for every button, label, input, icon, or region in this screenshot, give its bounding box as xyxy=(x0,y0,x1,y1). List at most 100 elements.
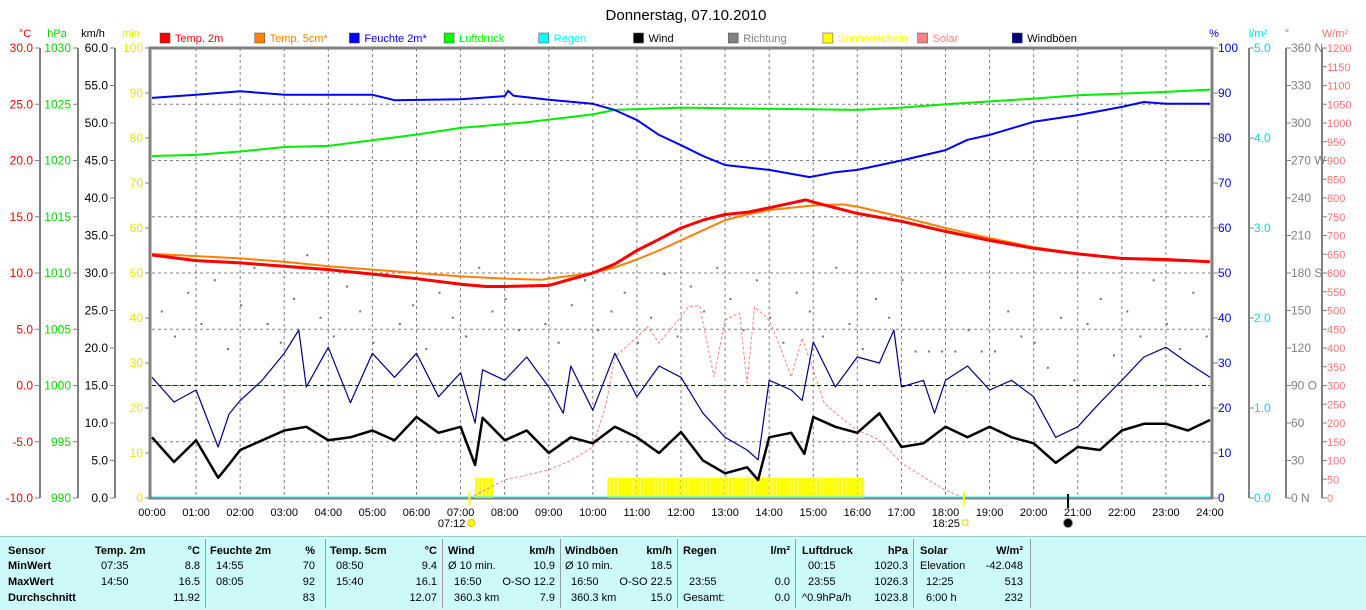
x-tick-label: 02:00 xyxy=(226,507,254,519)
sunshine-bar xyxy=(666,477,670,498)
solar-line xyxy=(469,305,965,499)
axis-tick-label-direction: 210 xyxy=(1291,229,1311,243)
legend-swatch xyxy=(349,32,360,44)
axis-tick-label-solar: 1150 xyxy=(1327,62,1351,74)
sunshine-bar xyxy=(732,477,736,498)
pressure-line xyxy=(151,88,1211,157)
table-cell-value: 18.5 xyxy=(650,560,672,572)
gusts-line xyxy=(151,329,1211,461)
axis-tick-label-pressure: 995 xyxy=(51,435,71,449)
axis-tick-label-direction: 300 xyxy=(1291,116,1311,130)
table-cell-value: 15.0 xyxy=(650,592,672,604)
x-tick-label: 24:00 xyxy=(1196,507,1224,519)
axis-tick-label-wind: 15.0 xyxy=(85,379,109,393)
axis-tick-label-pressure: 1005 xyxy=(44,322,71,336)
direction-point xyxy=(650,316,653,319)
table-cell-time: 16:50 xyxy=(454,576,482,588)
table-cell-value: 232 xyxy=(1004,592,1023,604)
direction-point xyxy=(213,279,216,282)
table-cell-time: 14:55 xyxy=(216,560,244,572)
x-tick-label: 17:00 xyxy=(888,507,916,519)
axis-tick-label-humidity: 0 xyxy=(1218,491,1225,505)
axis-tick-label-rain: 5.0 xyxy=(1254,41,1271,55)
sunshine-bar xyxy=(633,477,637,498)
temp-2m-line xyxy=(151,198,1211,288)
legend-swatch xyxy=(727,32,739,44)
axis-tick-label-solar: 1100 xyxy=(1327,81,1351,93)
axis-unit-sun_min: min xyxy=(122,28,140,40)
legend-label: Regen xyxy=(554,33,586,45)
legend-swatch xyxy=(1012,32,1023,44)
sunshine-bar xyxy=(622,477,626,498)
axis-tick-label-wind: 25.0 xyxy=(85,304,109,318)
axes: °C -10.0 -5.0 0.0 5.0 10.0 15.0 20.0 25.0 30.0 hPa… xyxy=(6,28,1352,505)
sunshine-bar xyxy=(647,477,652,498)
x-tick-label: 20:00 xyxy=(1020,507,1048,519)
direction-point xyxy=(504,298,507,300)
direction-point xyxy=(755,279,758,282)
axis-tick-label-rain: 2.0 xyxy=(1254,311,1271,325)
direction-point xyxy=(451,316,454,319)
axis-tick-label-direction: 330 xyxy=(1291,79,1311,93)
axis-tick-label-solar: 900 xyxy=(1327,156,1345,168)
sunshine-bar xyxy=(614,477,619,498)
table-cell-time: 16:50 xyxy=(571,576,599,588)
sunshine-bar xyxy=(750,477,754,498)
axis-tick-label-solar: 0 xyxy=(1327,493,1333,505)
direction-point xyxy=(742,329,745,332)
sunshine-bar xyxy=(787,477,791,498)
x-tick-label: 21:00 xyxy=(1064,507,1092,519)
sunshine-bar xyxy=(611,477,615,498)
table-cell-time: ^0.9hPa/h xyxy=(802,592,852,604)
table-header: Feuchte 2m xyxy=(210,545,272,557)
moon-icon xyxy=(1063,518,1074,528)
direction-point xyxy=(1205,335,1208,338)
sunshine-bar xyxy=(644,477,648,498)
legend-label: Luftdruck xyxy=(459,33,505,45)
table-unit: km/h xyxy=(646,545,672,557)
table-unit: °C xyxy=(187,545,200,557)
axis-tick-label-temp: 5.0 xyxy=(16,322,33,336)
sunshine-bar xyxy=(769,477,773,498)
axis-tick-label-pressure: 990 xyxy=(51,491,71,505)
direction-point xyxy=(835,266,838,269)
direction-point xyxy=(1113,354,1116,357)
x-tick-label: 00:00 xyxy=(138,507,166,519)
sunshine-bar xyxy=(739,477,743,498)
axis-unit-humidity: % xyxy=(1209,28,1219,40)
table-cell-value: 92 xyxy=(302,576,315,588)
table-header: Temp. 2m xyxy=(95,545,146,557)
direction-point xyxy=(1060,316,1063,319)
sunshine-bar xyxy=(794,477,799,498)
sunshine-bar xyxy=(688,477,692,498)
axis-tick-label-temp: 30.0 xyxy=(10,41,34,55)
axis-tick-label-pressure: 1030 xyxy=(44,41,71,55)
sunshine-bar xyxy=(710,477,714,498)
sunshine-bar xyxy=(724,477,729,498)
x-tick-label: 01:00 xyxy=(182,507,210,519)
sunshine-bar xyxy=(713,477,718,498)
axis-tick-label-humidity: 40 xyxy=(1218,311,1232,325)
sunshine-bar xyxy=(798,477,802,498)
axis-tick-label-solar: 300 xyxy=(1327,381,1345,393)
legend-swatch xyxy=(254,32,265,44)
table-cell-time: 12:25 xyxy=(926,576,954,588)
sunshine-bar xyxy=(618,477,622,498)
axis-tick-label-solar: 550 xyxy=(1327,287,1345,299)
direction-point xyxy=(372,341,375,344)
sunshine-bar xyxy=(669,477,674,498)
table-cell-time: 23:55 xyxy=(689,576,717,588)
sunshine-bar xyxy=(486,477,490,498)
legend-label: Sonnenschein xyxy=(838,33,908,45)
axis-tick-label-wind: 60.0 xyxy=(85,41,109,55)
sunshine-bar xyxy=(780,477,784,498)
direction-point xyxy=(808,310,811,313)
direction-point xyxy=(927,350,930,353)
table-header: Wind xyxy=(448,545,475,557)
direction-point xyxy=(1020,335,1023,338)
axis-tick-label-direction: 90 O xyxy=(1291,379,1317,393)
x-tick-label: 10:00 xyxy=(579,507,607,519)
table-header: Temp. 5cm xyxy=(330,545,387,557)
axis-tick-label-solar: 800 xyxy=(1327,193,1345,205)
table-header: Regen xyxy=(683,545,717,557)
